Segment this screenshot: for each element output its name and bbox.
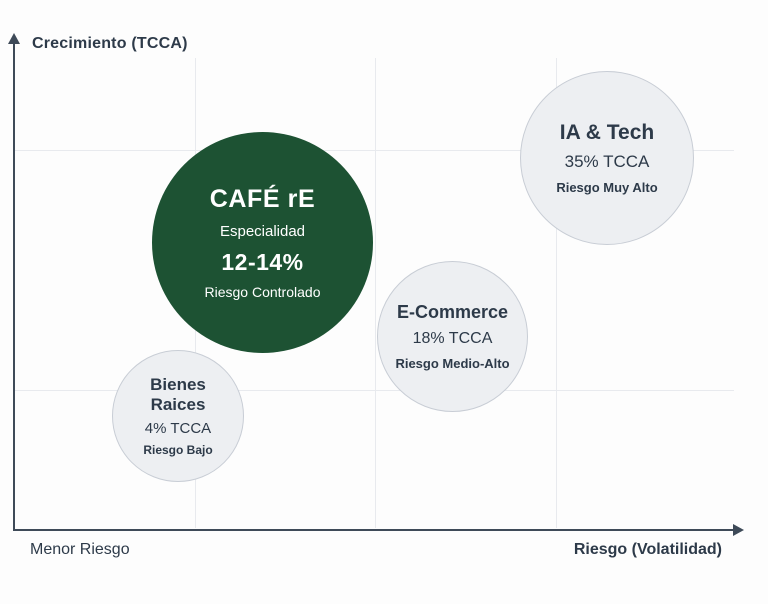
bubble-subtitle: Especialidad	[219, 223, 306, 240]
x-axis-min-label: Menor Riesgo	[30, 541, 130, 558]
x-axis-label: Riesgo (Volatilidad)	[573, 541, 722, 558]
y-axis-line	[13, 44, 15, 531]
bubble-risk-label: Riesgo Medio-Alto	[395, 356, 510, 371]
bubble-tcca-value: 12-14%	[221, 249, 304, 275]
x-axis-line	[13, 529, 735, 531]
bubble-risk-label: Riesgo Muy Alto	[556, 180, 658, 195]
bubble-title: IA & Tech	[559, 121, 655, 144]
arrow-right-icon	[733, 524, 744, 536]
gridline-horizontal	[15, 390, 734, 391]
bubble-bienes-raices: Bienes Raices 4% TCCA Riesgo Bajo	[112, 350, 244, 482]
bubble-cafe-re: CAFÉ rE Especialidad 12-14% Riesgo Contr…	[152, 132, 373, 353]
gridline-vertical	[556, 58, 557, 528]
arrow-up-icon	[8, 33, 20, 44]
bubble-tcca-value: 4% TCCA	[144, 420, 212, 438]
bubble-ecommerce: E-Commerce 18% TCCA Riesgo Medio-Alto	[377, 261, 528, 412]
gridline-horizontal	[15, 150, 734, 151]
bubble-risk-label: Riesgo Bajo	[143, 443, 213, 458]
bubble-tcca-value: 18% TCCA	[412, 330, 493, 347]
bubble-title: CAFÉ rE	[209, 185, 316, 213]
gridline-vertical	[375, 58, 376, 528]
bubble-ia-tech: IA & Tech 35% TCCA Riesgo Muy Alto	[520, 71, 694, 245]
bubble-risk-label: Riesgo Controlado	[204, 284, 321, 300]
bubble-tcca-value: 35% TCCA	[564, 152, 650, 171]
y-axis-label: Crecimiento (TCCA)	[32, 35, 188, 52]
bubble-title: Bienes Raices	[150, 374, 206, 414]
bubble-title: E-Commerce	[396, 302, 509, 322]
